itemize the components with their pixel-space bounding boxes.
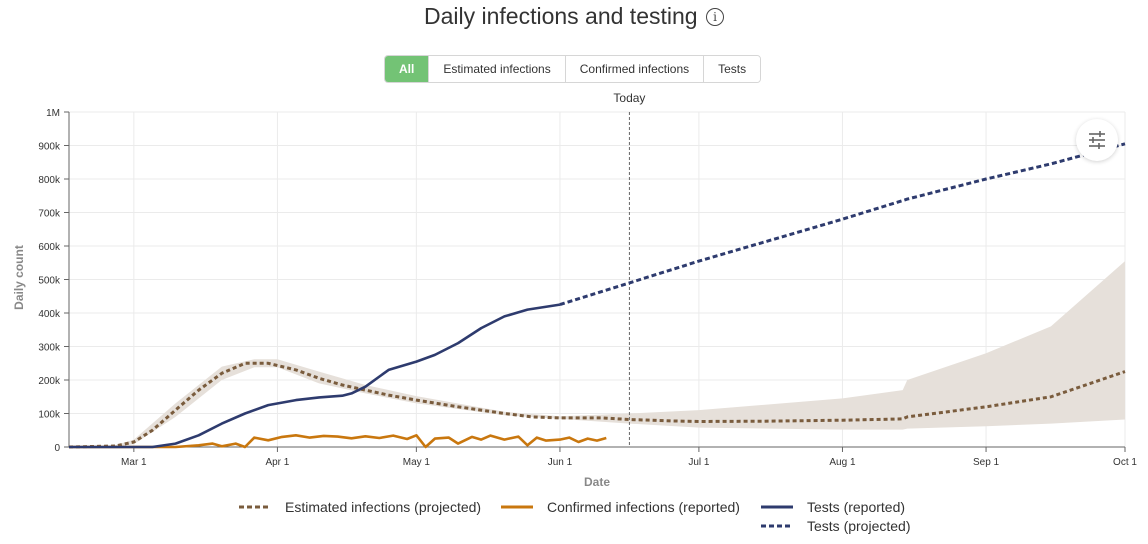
x-tick-label: Oct 1 bbox=[1113, 457, 1137, 468]
x-tick-label: Mar 1 bbox=[121, 457, 147, 468]
x-axis-title: Date bbox=[584, 475, 610, 489]
y-tick-label: 100k bbox=[38, 410, 61, 421]
x-tick-label: Apr 1 bbox=[265, 457, 289, 468]
confirmed-infections-line bbox=[69, 434, 607, 449]
info-icon[interactable]: i bbox=[706, 8, 725, 26]
legend-swatch-dashed-navy bbox=[761, 524, 793, 528]
y-tick-label: 600k bbox=[38, 242, 61, 253]
legend-label: Estimated infections (projected) bbox=[285, 499, 482, 515]
tests-reported-line bbox=[69, 303, 561, 449]
legend-label: Confirmed infections (reported) bbox=[547, 499, 740, 515]
legend-swatch-solid-navy bbox=[761, 505, 793, 509]
legend-label: Tests (reported) bbox=[807, 499, 906, 515]
tests-projected-line bbox=[559, 142, 1126, 307]
estimated-infections-band bbox=[69, 261, 1125, 447]
x-tick-label: Jun 1 bbox=[548, 457, 573, 468]
estimated-infections-line bbox=[68, 361, 1126, 449]
legend-item-tests-projected[interactable]: Tests (projected) bbox=[761, 518, 910, 534]
legend-label: Tests (projected) bbox=[807, 518, 911, 534]
x-tick-label: Aug 1 bbox=[829, 457, 856, 468]
legend-item-tests-reported[interactable]: Tests (reported) bbox=[761, 499, 905, 515]
chart-settings-button[interactable] bbox=[1076, 119, 1118, 161]
y-tick-label: 800k bbox=[38, 175, 61, 186]
tab-all[interactable]: All bbox=[385, 56, 429, 82]
x-tick-label: Jul 1 bbox=[688, 457, 710, 468]
y-tick-label: 700k bbox=[38, 209, 61, 220]
chart-title-row: Daily infections and testing i bbox=[0, 3, 1148, 30]
legend-swatch-dashed-brown bbox=[239, 505, 271, 509]
legend-swatch-solid-orange bbox=[501, 505, 533, 509]
y-tick-label: 0 bbox=[54, 443, 60, 454]
legend-item-confirmed[interactable]: Confirmed infections (reported) bbox=[501, 499, 740, 515]
y-tick-label: 300k bbox=[38, 343, 61, 354]
chart-title: Daily infections and testing bbox=[423, 3, 698, 29]
sliders-icon bbox=[1089, 131, 1105, 149]
x-tick-label: Sep 1 bbox=[973, 457, 1000, 468]
y-axis-title: Daily count bbox=[12, 245, 26, 310]
tab-tests[interactable]: Tests bbox=[703, 56, 761, 82]
y-tick-label: 900k bbox=[38, 142, 61, 153]
tab-confirmed-infections[interactable]: Confirmed infections bbox=[564, 56, 704, 82]
today-label: Today bbox=[613, 91, 645, 105]
y-tick-label: 400k bbox=[38, 309, 61, 320]
chart-area: 0 100k 200k 300k 400k 500k 600k 700k 800k 900k 1M M… bbox=[12, 91, 1137, 489]
legend-item-estimated[interactable]: Estimated infections (projected) bbox=[239, 499, 481, 515]
y-tick-label: 500k bbox=[38, 276, 61, 287]
x-tick-label: May 1 bbox=[403, 457, 431, 468]
series-filter-tabs: All Estimated infections Confirmed infec… bbox=[384, 55, 762, 83]
tab-estimated-infections[interactable]: Estimated infections bbox=[428, 56, 565, 82]
y-tick-label: 200k bbox=[38, 376, 61, 387]
y-tick-label: 1M bbox=[46, 108, 60, 119]
